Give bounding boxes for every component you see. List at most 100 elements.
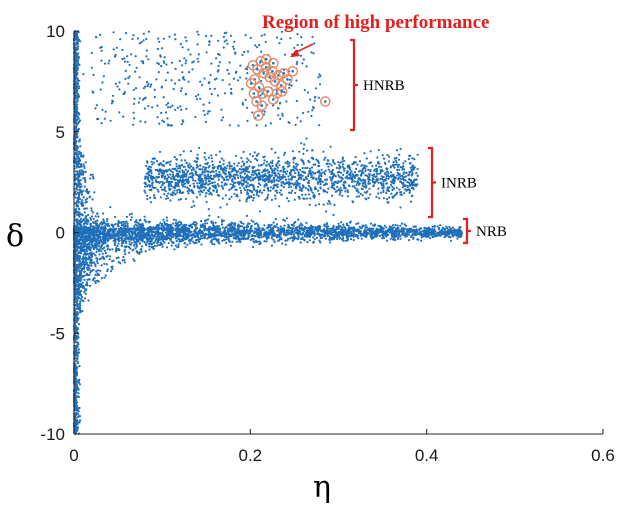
- data-point-inrb: [176, 184, 179, 187]
- data-point-inrb: [194, 179, 197, 182]
- data-point-inrb: [246, 182, 249, 185]
- data-point-inrb: [214, 175, 217, 178]
- data-point-inrb: [354, 156, 357, 159]
- data-point-inrb: [353, 185, 356, 188]
- data-point-nrb: [319, 241, 322, 244]
- data-point-nrb: [305, 229, 308, 232]
- data-point-hnrb: [163, 56, 166, 59]
- data-point-hnrb: [111, 94, 115, 97]
- data-point-inrb: [276, 169, 279, 172]
- data-point-hnrb: [246, 119, 249, 122]
- data-point-edge: [91, 215, 94, 218]
- data-point-inrb: [392, 181, 395, 184]
- data-point-hnrb: [302, 111, 305, 114]
- data-point-nrb: [327, 234, 330, 237]
- data-point-hnrb: [249, 36, 252, 40]
- data-point-nrb: [358, 229, 361, 232]
- data-point-inrb: [239, 176, 243, 179]
- data-point-inrb: [204, 187, 207, 190]
- data-point-hnrb: [160, 86, 163, 89]
- data-point-nrb: [276, 235, 279, 238]
- data-point-inrb: [323, 184, 326, 187]
- data-point-nrb: [221, 239, 224, 242]
- data-point-inrb: [364, 165, 367, 168]
- data-point-nrb: [391, 224, 394, 227]
- data-point-hnrb: [162, 37, 165, 40]
- data-point-inrb: [280, 189, 283, 192]
- data-point-inrb: [189, 172, 192, 175]
- data-point-nrb: [325, 226, 329, 229]
- data-point-inrb: [359, 192, 362, 196]
- data-point-hnrb: [293, 46, 296, 50]
- data-point-hnrb: [150, 83, 153, 86]
- data-point-hnrb: [181, 46, 184, 49]
- data-point-inrb: [266, 176, 269, 179]
- data-point-inrb: [254, 176, 257, 179]
- data-point-hnrb: [121, 58, 124, 61]
- data-point-inrb: [150, 188, 153, 191]
- data-point-inrb: [205, 166, 208, 169]
- data-point-inrb: [223, 178, 226, 181]
- data-point-nrb: [195, 226, 198, 229]
- data-point-nrb: [433, 225, 436, 228]
- data-point-inrb: [145, 172, 148, 175]
- data-point-hnrb: [134, 70, 137, 73]
- data-point-edge: [90, 207, 93, 210]
- data-point-nrb: [106, 220, 109, 223]
- data-point-nrb: [301, 231, 305, 235]
- data-point-hnrb: [228, 61, 231, 64]
- data-point-inrb: [327, 165, 330, 168]
- data-point-inrb: [344, 187, 347, 190]
- data-point-nrb: [390, 232, 393, 235]
- data-point-nrb: [290, 231, 294, 234]
- data-point-hnrb: [184, 36, 187, 39]
- data-point-hnrb: [299, 120, 302, 123]
- data-point-hnrb: [187, 80, 190, 83]
- data-point-nrb: [252, 220, 255, 223]
- data-point-nrb: [252, 240, 255, 243]
- data-point-inrb: [389, 165, 392, 168]
- data-point-hnrb: [90, 66, 93, 69]
- data-point-inrb: [220, 181, 224, 184]
- data-point-inrb: [192, 192, 195, 195]
- data-point-inrb: [402, 184, 405, 187]
- data-point-hnrb: [168, 35, 171, 38]
- data-point-inrb: [159, 186, 163, 189]
- data-point-hnrb: [101, 81, 104, 84]
- data-point-nrb: [337, 222, 340, 225]
- data-point-inrb: [239, 186, 242, 189]
- data-point-hnrb: [226, 42, 229, 45]
- data-point-inrb: [391, 163, 395, 166]
- data-point-inrb: [284, 171, 287, 174]
- data-point-nrb: [125, 215, 128, 218]
- data-point-nrb: [410, 235, 413, 238]
- data-point-nrb: [148, 245, 151, 248]
- data-point-inrb: [251, 171, 254, 174]
- data-point-inrb: [331, 182, 334, 185]
- data-point-inrb: [183, 165, 186, 168]
- data-point-nrb: [417, 238, 420, 241]
- data-point-hnrb: [166, 117, 169, 120]
- data-point-nrb: [166, 219, 169, 222]
- data-point-inrb: [350, 177, 353, 180]
- data-point-inrb: [246, 191, 249, 194]
- data-point-nrb: [294, 220, 297, 224]
- data-point-inrb: [328, 176, 331, 179]
- data-point-nrb: [106, 218, 109, 221]
- data-point-inrb: [179, 167, 182, 170]
- data-point-inrb: [226, 164, 229, 167]
- data-point-hnrb: [204, 35, 208, 38]
- data-point-nrb: [254, 235, 257, 238]
- data-point-nrb: [298, 226, 301, 229]
- data-point-inrb: [171, 171, 174, 174]
- data-point-hnrb: [260, 34, 263, 37]
- data-point-hnrb: [151, 106, 154, 109]
- data-point-inrb: [218, 165, 222, 168]
- data-point-inrb: [386, 200, 389, 204]
- data-point-nrb: [439, 224, 442, 227]
- data-point-inrb: [189, 184, 192, 187]
- data-point-hnrb: [279, 101, 282, 104]
- data-point-nrb: [411, 229, 414, 232]
- data-point-nrb: [390, 226, 393, 229]
